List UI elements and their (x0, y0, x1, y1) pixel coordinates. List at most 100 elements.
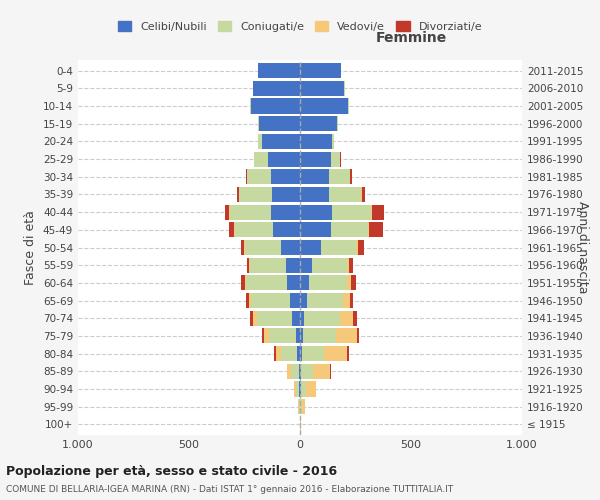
Bar (331, 222, 368, 238)
Bar (239, 187, 272, 202)
Bar (247, 258, 250, 272)
Bar (300, 222, 331, 238)
Bar (368, 222, 370, 238)
Bar (286, 258, 300, 272)
Bar (290, 293, 300, 308)
Bar (253, 81, 300, 96)
Bar (250, 310, 253, 326)
Bar (330, 364, 331, 379)
Bar (241, 240, 244, 255)
Bar (300, 293, 307, 308)
Bar (245, 240, 281, 255)
Bar (301, 382, 306, 396)
Bar (235, 222, 274, 238)
Text: COMUNE DI BELLARIA-IGEA MARINA (RN) - Dati ISTAT 1° gennaio 2016 - Elaborazione : COMUNE DI BELLARIA-IGEA MARINA (RN) - Da… (6, 485, 453, 494)
Bar (300, 116, 337, 131)
Bar (296, 328, 300, 344)
Bar (296, 346, 300, 361)
Bar (325, 346, 347, 361)
Bar (299, 364, 300, 379)
Bar (300, 382, 301, 396)
Bar (300, 276, 309, 290)
Bar (300, 328, 304, 344)
Bar (292, 310, 300, 326)
Bar (274, 222, 300, 238)
Bar (321, 240, 355, 255)
Bar (307, 293, 343, 308)
Bar (372, 204, 385, 220)
Bar (349, 258, 353, 272)
Bar (306, 382, 316, 396)
Bar (262, 134, 300, 149)
Bar (245, 276, 287, 290)
Bar (234, 222, 235, 238)
Bar (304, 310, 340, 326)
Bar (313, 364, 330, 379)
Bar (294, 382, 296, 396)
Bar (300, 81, 344, 96)
Bar (300, 310, 304, 326)
Bar (300, 134, 332, 149)
Bar (258, 63, 300, 78)
Bar (300, 63, 341, 78)
Bar (244, 240, 245, 255)
Bar (271, 169, 300, 184)
Bar (281, 240, 300, 255)
Bar (272, 187, 300, 202)
Bar (362, 187, 365, 202)
Bar (302, 399, 305, 414)
Bar (332, 204, 371, 220)
Bar (259, 116, 300, 131)
Bar (300, 152, 331, 166)
Bar (271, 204, 300, 220)
Bar (300, 204, 332, 220)
Bar (291, 364, 299, 379)
Bar (304, 328, 335, 344)
Bar (337, 116, 338, 131)
Bar (237, 187, 239, 202)
Bar (312, 258, 347, 272)
Bar (262, 328, 265, 344)
Bar (258, 134, 262, 149)
Bar (300, 240, 321, 255)
Bar (350, 169, 352, 184)
Bar (229, 204, 230, 220)
Bar (356, 328, 359, 344)
Bar (348, 98, 349, 114)
Bar (351, 276, 355, 290)
Bar (358, 240, 364, 255)
Bar (300, 346, 302, 361)
Bar (332, 134, 334, 149)
Bar (329, 187, 361, 202)
Bar (287, 364, 291, 379)
Bar (329, 169, 350, 184)
Bar (299, 382, 300, 396)
Bar (340, 152, 341, 166)
Bar (361, 187, 362, 202)
Bar (268, 152, 300, 166)
Bar (344, 81, 345, 96)
Bar (247, 169, 271, 184)
Bar (281, 346, 296, 361)
Bar (230, 204, 271, 220)
Bar (296, 382, 299, 396)
Bar (347, 276, 351, 290)
Bar (287, 276, 300, 290)
Bar (355, 240, 358, 255)
Bar (251, 293, 290, 308)
Bar (253, 310, 257, 326)
Bar (275, 346, 281, 361)
Bar (300, 169, 329, 184)
Bar (300, 187, 329, 202)
Bar (335, 328, 356, 344)
Bar (347, 258, 349, 272)
Bar (257, 310, 292, 326)
Bar (309, 276, 347, 290)
Bar (300, 364, 301, 379)
Y-axis label: Anni di nascita: Anni di nascita (576, 201, 589, 294)
Bar (245, 169, 247, 184)
Bar (229, 222, 234, 238)
Bar (371, 204, 372, 220)
Legend: Celibi/Nubili, Coniugati/e, Vedovi/e, Divorziati/e: Celibi/Nubili, Coniugati/e, Vedovi/e, Di… (113, 17, 487, 36)
Bar (343, 293, 350, 308)
